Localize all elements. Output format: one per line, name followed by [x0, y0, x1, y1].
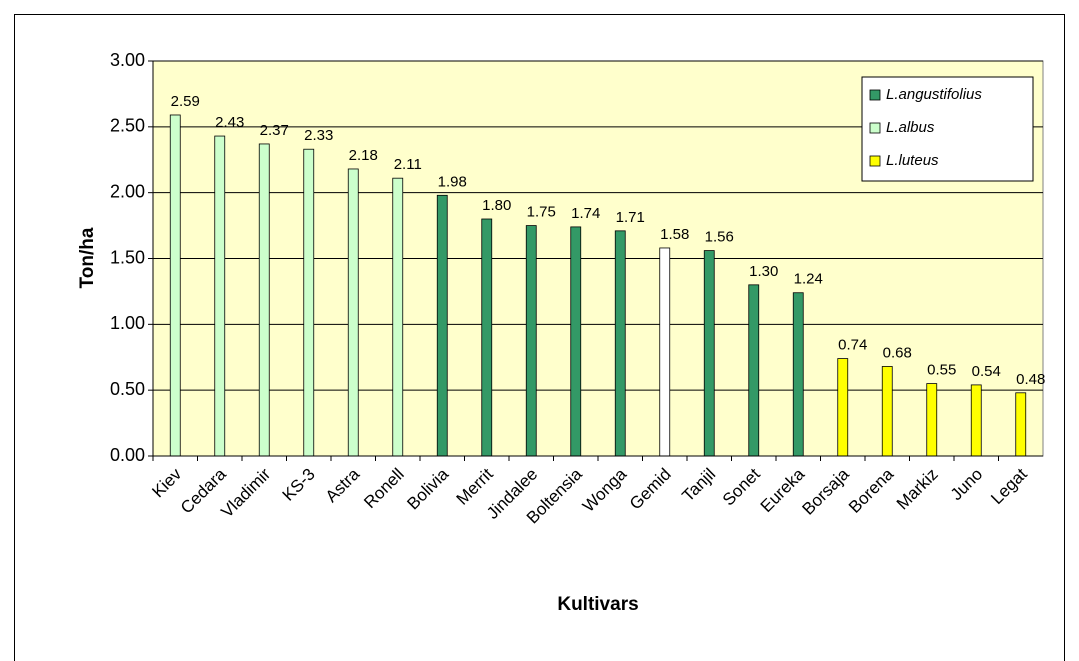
legend-label: L.luteus — [886, 152, 939, 169]
bar — [1015, 392, 1027, 457]
bar — [881, 366, 893, 457]
y-tick-label: 3.00 — [110, 50, 145, 70]
y-tick-label: 1.50 — [110, 247, 145, 267]
bar — [392, 177, 404, 457]
y-tick-label: 1.00 — [110, 313, 145, 333]
data-label: 1.30 — [749, 263, 778, 280]
bar — [169, 114, 181, 457]
legend-label: L.albus — [886, 119, 935, 136]
y-tick-label: 0.00 — [110, 445, 145, 465]
legend-box — [861, 76, 1034, 182]
legend-swatch — [869, 89, 881, 101]
bar — [347, 168, 359, 457]
bar — [525, 225, 537, 457]
legend-label: L.angustifolius — [886, 86, 982, 103]
bar — [748, 284, 760, 457]
bar — [703, 250, 715, 457]
data-label: 1.80 — [482, 197, 511, 214]
data-label: 1.58 — [660, 226, 689, 243]
bar — [303, 148, 315, 457]
bar — [837, 358, 849, 457]
data-label: 1.75 — [527, 204, 556, 221]
x-axis-label: Kultivars — [557, 594, 638, 615]
bar — [258, 143, 270, 457]
data-label: 1.74 — [571, 205, 600, 222]
data-label: 2.37 — [260, 122, 289, 139]
bar — [926, 383, 938, 457]
data-label: 1.98 — [438, 173, 467, 190]
data-label: 0.74 — [838, 337, 867, 354]
data-label: 2.43 — [215, 114, 244, 131]
data-label: 2.33 — [304, 127, 333, 144]
data-label: 2.59 — [171, 93, 200, 110]
data-label: 1.71 — [616, 209, 645, 226]
bar — [614, 230, 626, 457]
bar — [659, 247, 671, 457]
y-tick-label: 0.50 — [110, 379, 145, 399]
data-label: 1.56 — [705, 229, 734, 246]
bar — [570, 226, 582, 457]
legend-swatch — [869, 155, 881, 167]
bar — [214, 135, 226, 457]
y-tick-label: 2.00 — [110, 181, 145, 201]
bar — [792, 292, 804, 457]
data-label: 1.24 — [794, 271, 823, 288]
data-label: 2.11 — [394, 156, 422, 173]
bar — [481, 218, 493, 457]
bar — [970, 384, 982, 457]
data-label: 0.68 — [883, 344, 912, 361]
data-label: 0.48 — [1016, 371, 1045, 388]
y-axis-label: Ton/ha — [77, 227, 98, 288]
legend-swatch — [869, 122, 881, 134]
data-label: 0.54 — [972, 363, 1001, 380]
y-tick-label: 2.50 — [110, 116, 145, 136]
bar — [436, 194, 448, 457]
data-label: 0.55 — [927, 362, 956, 379]
data-label: 2.18 — [349, 147, 378, 164]
